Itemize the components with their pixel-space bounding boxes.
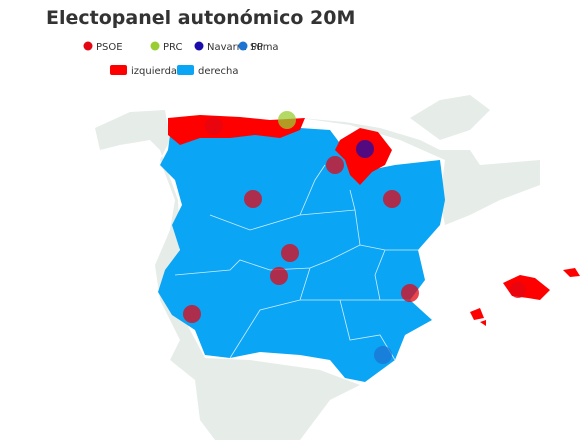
winner-dot: [510, 282, 526, 298]
winner-dots: [183, 111, 526, 364]
legend-label: izquierda: [131, 66, 177, 77]
winner-dot: [326, 156, 344, 174]
legend-label: PSOE: [96, 42, 123, 53]
region-izquierda: [168, 115, 305, 145]
winner-dot: [183, 305, 201, 323]
legend-marker: [194, 41, 204, 51]
legend-marker: [83, 41, 93, 51]
winner-dot: [244, 190, 262, 208]
legend-label: derecha: [198, 66, 239, 77]
legend-marker: [238, 41, 248, 51]
region-izquierda: [563, 268, 580, 277]
winner-dot: [281, 244, 299, 262]
winner-dot: [278, 111, 296, 129]
title: Electopanel autonómico 20M: [46, 7, 355, 29]
region-izquierda: [503, 275, 550, 300]
legend-swatch: [110, 65, 127, 75]
legend-label: PP: [251, 42, 263, 53]
region-border: [174, 164, 418, 361]
region-derecha: [158, 128, 445, 382]
legend-label: PRC: [163, 42, 182, 53]
legend-swatch: [177, 65, 194, 75]
winner-dot: [270, 267, 288, 285]
winner-dot: [356, 140, 374, 158]
winner-dot: [374, 346, 392, 364]
winner-dot: [205, 117, 223, 135]
region-izquierda: [480, 320, 486, 326]
winner-dot: [383, 190, 401, 208]
winner-dot: [401, 284, 419, 302]
legend-marker: [150, 41, 160, 51]
region-izquierda: [470, 308, 484, 320]
land-background: [95, 110, 360, 440]
land-background: [300, 118, 540, 225]
land-background: [410, 95, 490, 140]
